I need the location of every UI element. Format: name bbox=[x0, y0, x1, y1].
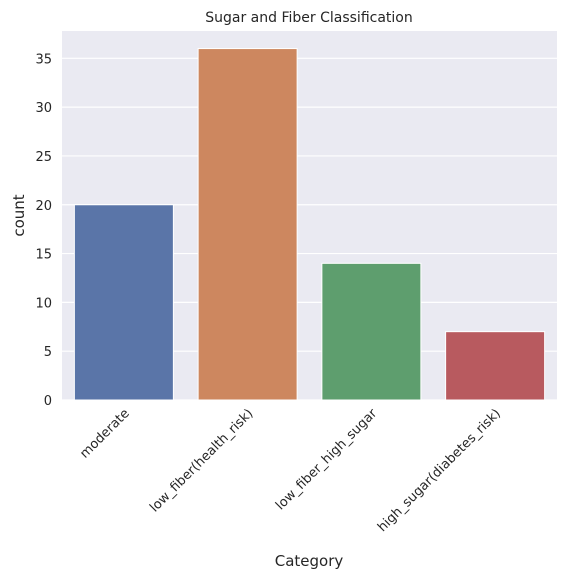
y-tick-label: 35 bbox=[35, 52, 52, 67]
bar-low_fiber(health_risk) bbox=[197, 48, 298, 401]
x-tick-label: high_sugar(diabetes_risk) bbox=[375, 406, 504, 535]
x-axis-ticks: moderate low_fiber(health_risk) low_fiber_… bbox=[77, 406, 504, 535]
bar-high_sugar(diabetes_risk) bbox=[445, 331, 546, 401]
bars bbox=[73, 48, 546, 401]
x-tick-label: low_fiber(health_risk) bbox=[147, 406, 256, 515]
y-tick-label: 0 bbox=[44, 394, 52, 409]
x-tick-label: low_fiber_high_sugar bbox=[273, 406, 381, 514]
y-tick-label: 5 bbox=[44, 345, 52, 360]
bar-moderate bbox=[73, 204, 174, 401]
x-tick-label: moderate bbox=[77, 406, 132, 461]
y-tick-label: 10 bbox=[35, 296, 52, 311]
bar-low_fiber_high_sugar bbox=[321, 262, 422, 401]
chart-title: Sugar and Fiber Classification bbox=[205, 10, 412, 26]
y-tick-label: 30 bbox=[35, 101, 52, 116]
x-axis-label: Category bbox=[275, 552, 344, 570]
y-axis-ticks: 0 5 10 15 20 25 30 35 bbox=[35, 52, 52, 409]
y-tick-label: 20 bbox=[35, 199, 52, 214]
y-tick-label: 25 bbox=[35, 150, 52, 165]
y-tick-label: 15 bbox=[35, 248, 52, 263]
y-axis-label: count bbox=[10, 194, 28, 236]
